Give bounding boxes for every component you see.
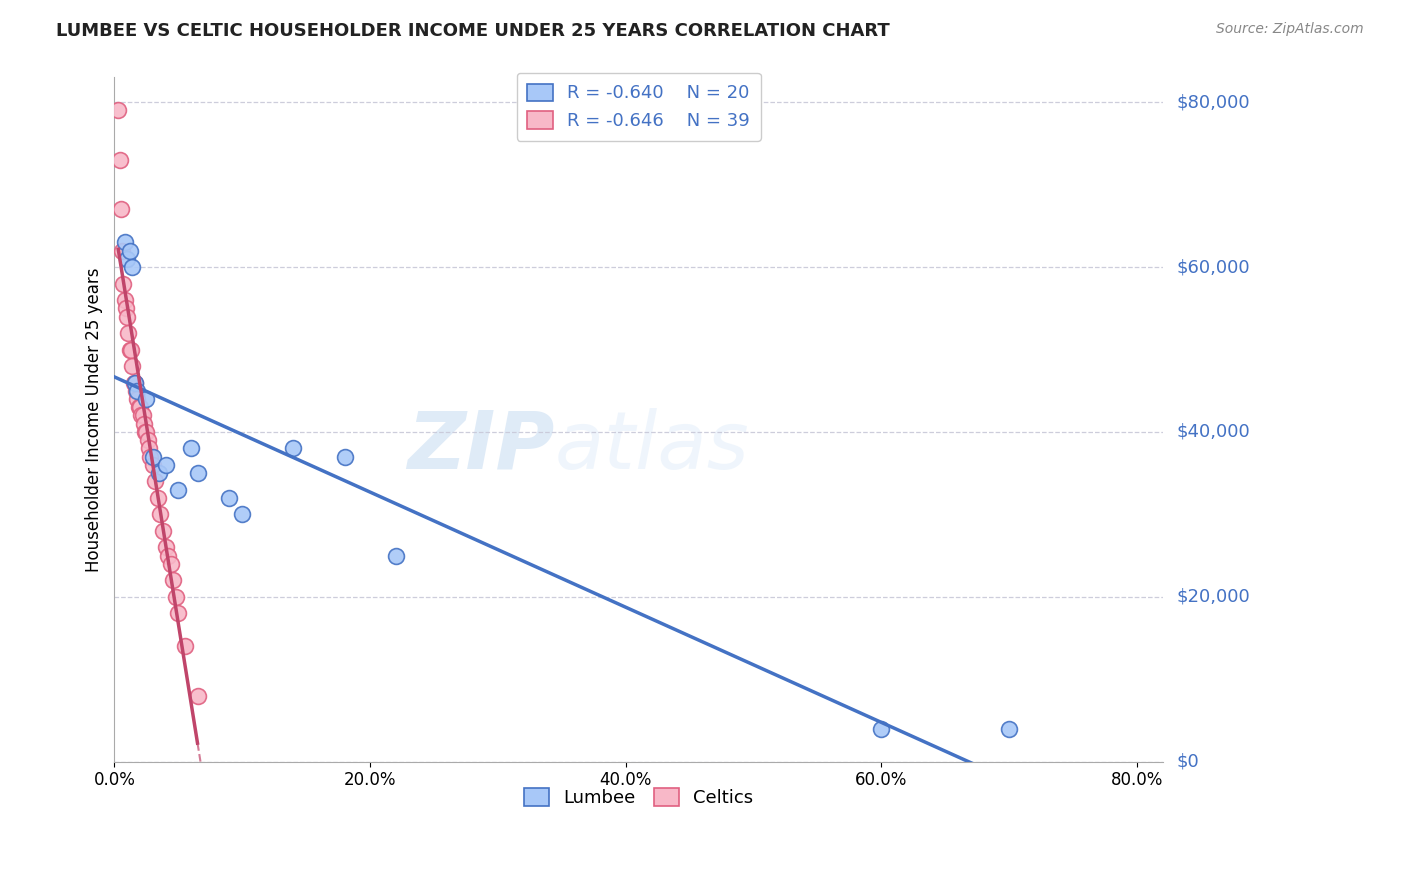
Point: [115, 301, 138, 316]
Text: Source: ZipAtlas.com: Source: ZipAtlas.com: [1216, 22, 1364, 37]
Point: [129, 401, 152, 415]
Point: [138, 442, 160, 456]
Point: [142, 458, 165, 472]
Point: [107, 103, 129, 118]
Point: [131, 409, 153, 423]
Text: $0: $0: [1177, 753, 1199, 771]
Point: [121, 359, 143, 373]
Point: [173, 640, 195, 654]
Point: [180, 442, 202, 456]
Point: [384, 549, 406, 563]
Point: [114, 293, 136, 307]
Point: [118, 244, 141, 258]
Point: [149, 508, 172, 522]
Point: [115, 310, 138, 324]
Point: [231, 508, 253, 522]
Point: [283, 442, 305, 456]
Text: $20,000: $20,000: [1177, 588, 1250, 606]
Point: [167, 607, 190, 621]
Text: LUMBEE VS CELTIC HOUSEHOLDER INCOME UNDER 25 YEARS CORRELATION CHART: LUMBEE VS CELTIC HOUSEHOLDER INCOME UNDE…: [56, 22, 890, 40]
Y-axis label: Householder Income Under 25 years: Householder Income Under 25 years: [86, 268, 103, 572]
Point: [136, 434, 159, 448]
Point: [115, 252, 138, 266]
Point: [120, 343, 142, 357]
Point: [125, 384, 148, 398]
Text: atlas: atlas: [555, 408, 749, 486]
Point: [111, 244, 134, 258]
Point: [110, 202, 132, 217]
Point: [152, 524, 174, 538]
Point: [998, 722, 1021, 736]
Text: $40,000: $40,000: [1177, 423, 1250, 441]
Text: ZIP: ZIP: [408, 408, 555, 486]
Point: [132, 417, 155, 431]
Point: [143, 475, 166, 489]
Text: $60,000: $60,000: [1177, 258, 1250, 277]
Point: [142, 450, 165, 464]
Point: [124, 376, 146, 390]
Point: [155, 541, 177, 555]
Text: $80,000: $80,000: [1177, 93, 1250, 112]
Point: [117, 326, 139, 340]
Point: [135, 392, 157, 406]
Point: [122, 376, 145, 390]
Point: [146, 491, 169, 505]
Point: [129, 409, 152, 423]
Point: [870, 722, 893, 736]
Point: [148, 466, 170, 480]
Point: [167, 483, 190, 497]
Point: [218, 491, 240, 505]
Point: [165, 590, 187, 604]
Point: [128, 401, 150, 415]
Point: [135, 425, 157, 439]
Point: [186, 466, 208, 480]
Point: [121, 260, 143, 274]
Point: [118, 343, 141, 357]
Point: [186, 689, 208, 703]
Point: [127, 384, 149, 398]
Point: [159, 557, 181, 571]
Legend: Lumbee, Celtics: Lumbee, Celtics: [516, 781, 761, 814]
Point: [112, 277, 135, 291]
Point: [134, 425, 156, 439]
Point: [139, 450, 162, 464]
Point: [155, 458, 177, 472]
Point: [114, 235, 136, 250]
Point: [157, 549, 180, 563]
Point: [108, 153, 131, 167]
Point: [162, 574, 184, 588]
Point: [127, 392, 149, 406]
Point: [333, 450, 356, 464]
Point: [124, 376, 146, 390]
